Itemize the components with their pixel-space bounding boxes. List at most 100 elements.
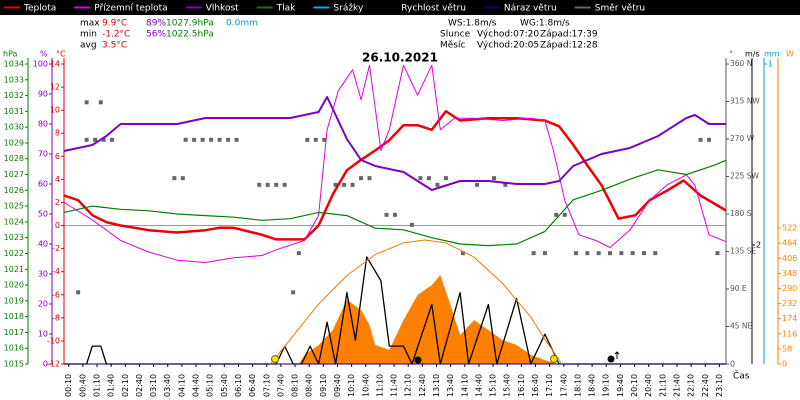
x-tick-label: 13:40 <box>446 374 455 397</box>
x-tick-label: 22:40 <box>701 374 710 397</box>
scatter-point <box>435 182 440 187</box>
x-tick-label: 04:40 <box>192 374 201 397</box>
x-tick-label: 17:40 <box>559 374 568 397</box>
y-tick-label: 10 <box>50 106 60 115</box>
y-axis-title: m/s <box>745 50 760 59</box>
sun-moon-icons <box>271 351 620 364</box>
y-tick-label: 1023 <box>4 233 24 242</box>
scatter-point <box>554 212 559 217</box>
y-tick-label: 4 <box>55 175 60 184</box>
scatter-point <box>101 137 106 142</box>
scatter-point <box>305 137 310 142</box>
x-tick-label: 02:10 <box>121 374 130 397</box>
stat-text: 1022.5hPa <box>166 30 214 40</box>
x-tick-label: 05:40 <box>220 374 229 397</box>
x-tick-label: 16:40 <box>531 374 540 397</box>
stat-text: 0.0mm <box>226 19 258 29</box>
x-tick-label: 01:40 <box>107 374 116 397</box>
x-tick-label: 12:10 <box>404 374 413 397</box>
legend-label: Srážky <box>333 4 364 14</box>
x-tick-label: 08:40 <box>305 374 314 397</box>
x-tick-label: 20:10 <box>630 374 639 397</box>
scatter-point <box>183 137 188 142</box>
legend-bar <box>0 0 800 15</box>
y-tick-label: 360 N <box>730 59 752 68</box>
x-tick-label: 01:10 <box>93 374 102 397</box>
scatter-point <box>84 100 89 105</box>
y-tick-label: 1018 <box>4 312 24 321</box>
legend-label: Přízemní teplota <box>94 4 167 14</box>
scatter-point <box>110 137 115 142</box>
info-text: WS:1.8m/s <box>448 19 497 29</box>
y-tick-label: 135 SE <box>730 247 756 256</box>
y-tick-label: 58 <box>782 344 792 353</box>
y-tick-label: 20 <box>38 300 48 309</box>
y-axis-title: mm <box>764 50 780 59</box>
y-tick-label: -6 <box>52 290 60 299</box>
x-axis-label: Čas <box>733 370 750 382</box>
y-tick-label: 225 SW <box>730 172 759 181</box>
y-tick-label: 2 <box>55 198 60 207</box>
y-tick-label: 90 <box>38 90 48 99</box>
scatter-point <box>76 290 81 295</box>
scatter-point <box>619 251 624 256</box>
y-tick-label: 1024 <box>4 217 24 226</box>
y-tick-label: 1028 <box>4 154 24 163</box>
x-tick-label: 11:10 <box>375 374 384 397</box>
y-tick-label: 1015 <box>4 360 24 369</box>
scatter-point <box>265 182 270 187</box>
scatter-point <box>313 137 318 142</box>
y-tick-label: 60 <box>38 180 48 189</box>
x-tick-label: 19:40 <box>616 374 625 397</box>
y-tick-label: 1033 <box>4 75 24 84</box>
y-axis-title: W <box>786 50 794 59</box>
scatter-point <box>84 137 89 142</box>
x-tick-label: 06:40 <box>248 374 257 397</box>
info-text: Západ:12:28 <box>540 41 598 51</box>
y-tick-label: 100 <box>33 60 48 69</box>
scatter-point <box>333 182 338 187</box>
moonrise-arrow <box>614 351 620 359</box>
x-tick-label: 00:40 <box>78 374 87 397</box>
y-tick-label: 90 E <box>730 284 747 293</box>
series-line <box>63 96 726 191</box>
y-tick-label: 6 <box>55 152 60 161</box>
scatter-point <box>418 176 423 181</box>
x-tick-label: 06:10 <box>234 374 243 397</box>
series-line <box>270 239 563 365</box>
info-text: Slunce <box>440 30 471 40</box>
x-tick-label: 21:10 <box>658 374 667 397</box>
x-tick-label: 21:40 <box>672 374 681 397</box>
y-tick-label: 45 NE <box>730 322 753 331</box>
scatter-point <box>653 251 658 256</box>
y-tick-label: 2 <box>756 240 761 249</box>
legend-label: Směr větru <box>595 4 645 14</box>
legend-label: Náraz větru <box>504 4 557 14</box>
scatter-point <box>282 182 287 187</box>
y-tick-label: 8 <box>55 129 60 138</box>
y-tick-label: 1019 <box>4 296 24 305</box>
y-tick-label: 1025 <box>4 202 24 211</box>
scatter-point <box>585 251 590 256</box>
x-tick-label: 05:10 <box>206 374 215 397</box>
y-tick-label: 406 <box>782 254 797 263</box>
x-tick-label: 07:40 <box>276 374 285 397</box>
x-tick-label: 16:10 <box>517 374 526 397</box>
series-line <box>63 159 727 247</box>
y-tick-label: -10 <box>47 336 60 345</box>
y-axis-title: hPa <box>3 50 18 59</box>
y-tick-label: 1029 <box>4 138 24 147</box>
scatter-point <box>630 251 635 256</box>
y-tick-label: 0 <box>782 360 787 369</box>
scatter-point <box>200 137 205 142</box>
stat-text: 89% <box>146 19 166 29</box>
x-tick-label: 13:10 <box>432 374 441 397</box>
y-tick-label: 522 <box>782 224 797 233</box>
y-tick-label: 180 S <box>730 209 752 218</box>
scatter-point <box>367 176 372 181</box>
x-tick-label: 07:10 <box>262 374 271 397</box>
sunrise-icon <box>271 355 279 363</box>
y-tick-label: 0 <box>730 360 735 369</box>
y-tick-label: 1034 <box>4 60 24 69</box>
